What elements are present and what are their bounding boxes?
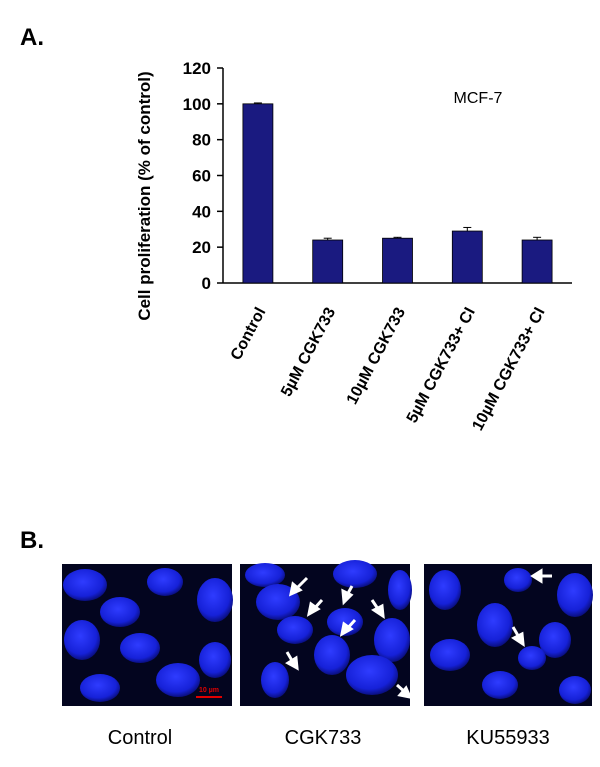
bar xyxy=(242,103,274,284)
bar xyxy=(521,239,553,284)
y-tick-label: 100 xyxy=(183,95,211,114)
x-tick-label: 10µM CGK733 xyxy=(344,305,409,408)
y-axis-label: Cell proliferation (% of control) xyxy=(135,71,154,320)
micrograph xyxy=(240,560,413,706)
y-tick-label: 0 xyxy=(202,274,211,293)
x-tick-label: 10µM CGK733+ CI xyxy=(469,305,548,434)
bar-chart: 0 20 40 60 80 100 120 Cell proliferation (% of … xyxy=(135,59,572,434)
micrograph xyxy=(424,564,593,706)
scale-bar-label: 10 µm xyxy=(199,687,219,694)
y-tick-label: 120 xyxy=(183,59,211,78)
y-tick-label: 80 xyxy=(192,131,211,150)
x-tick-label: 5µM CGK733 xyxy=(278,305,339,400)
image-label: CGK733 xyxy=(285,727,362,749)
panel-label: B. xyxy=(20,527,44,554)
y-tick-label: 60 xyxy=(192,167,211,186)
image-label: Control xyxy=(108,727,172,749)
bar xyxy=(451,230,483,284)
panel-label: A. xyxy=(20,24,44,51)
x-tick-label: 5µM CGK733+ CI xyxy=(404,305,479,426)
bar xyxy=(312,239,344,284)
image-label: KU55933 xyxy=(466,727,549,749)
y-tick-label: 20 xyxy=(192,238,211,257)
x-tick-label: Control xyxy=(228,305,270,363)
y-tick-label: 40 xyxy=(192,202,211,221)
annotation: MCF-7 xyxy=(454,90,503,107)
bar xyxy=(382,237,413,284)
micrograph: 10 µm xyxy=(62,564,233,706)
